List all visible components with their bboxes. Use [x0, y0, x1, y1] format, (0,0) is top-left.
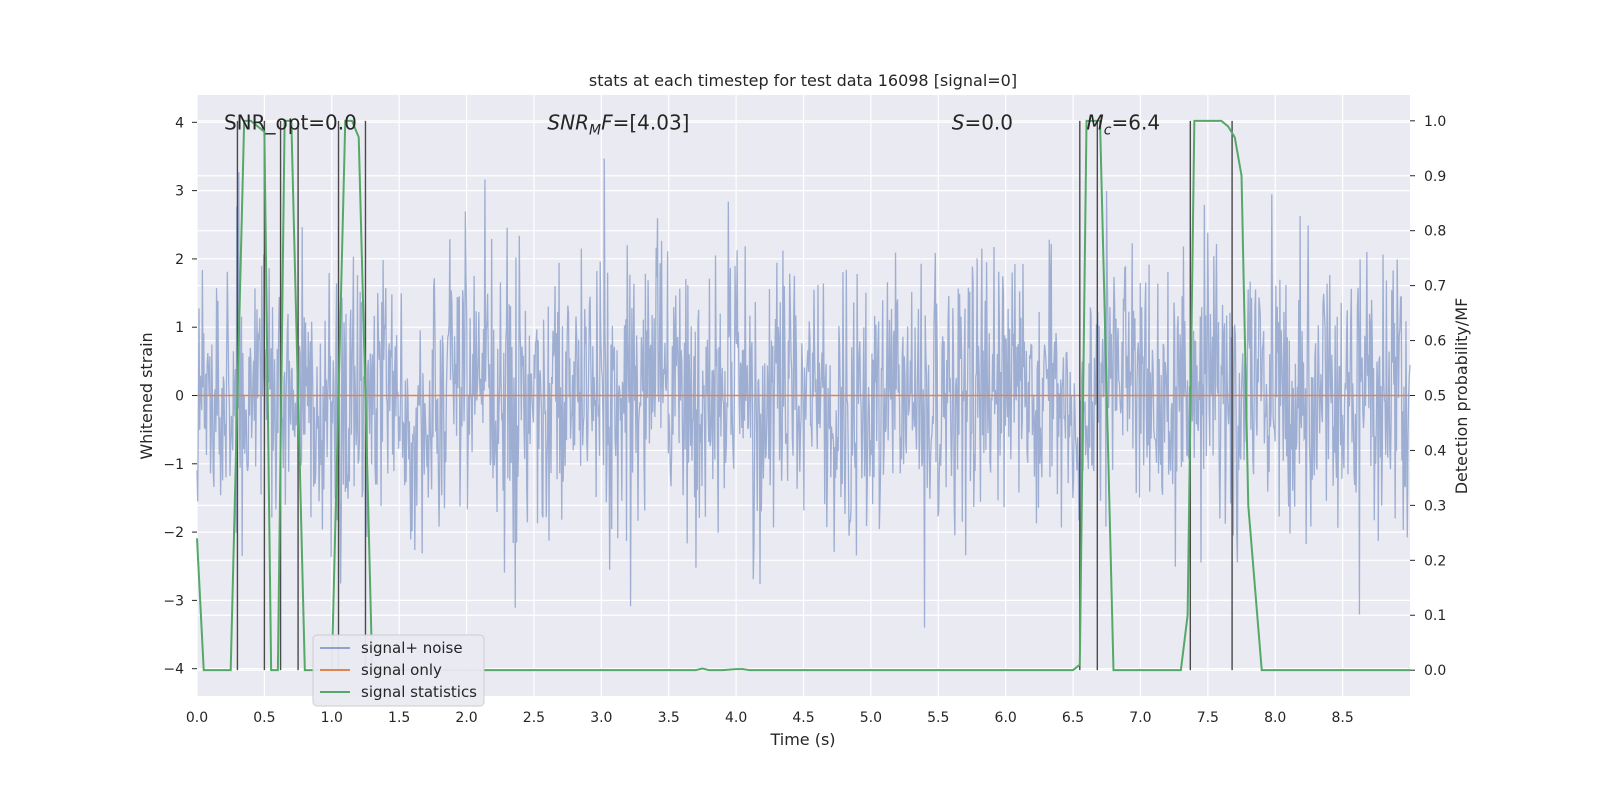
y2-tick-label-9: 0.9	[1424, 169, 1446, 185]
y2-tick-label-7: 0.7	[1424, 279, 1446, 295]
x-tick-label-12: 6.0	[995, 710, 1017, 726]
legend-box	[312, 634, 485, 707]
x-tick-label-9: 4.5	[792, 710, 814, 726]
x-tick-label-16: 8.0	[1264, 710, 1286, 726]
y2-tick-label-4: 0.4	[1424, 443, 1446, 459]
y2-tick-label-2: 0.2	[1424, 553, 1446, 569]
y-tick-label-8: 4	[175, 115, 184, 131]
legend: signal+ noise signal only signal statistic…	[312, 634, 485, 707]
x-tick-label-4: 2.0	[455, 710, 477, 726]
chart-title: stats at each timestep for test data 160…	[589, 71, 1017, 90]
noise-line	[196, 158, 1411, 628]
y-tick-label-2: −2	[163, 525, 184, 541]
x-tick-label-10: 5.0	[860, 710, 882, 726]
x-tick-label-0: 0.0	[186, 710, 208, 726]
y-tick-label-7: 3	[175, 184, 184, 200]
series-signal-plus-noise	[196, 158, 1411, 628]
y2-tick-label-5: 0.5	[1424, 389, 1446, 405]
x-tick-label-7: 3.5	[658, 710, 680, 726]
x-tick-label-5: 2.5	[523, 710, 545, 726]
y-axis-label: Whitened strain	[137, 332, 156, 459]
x-tick-label-6: 3.0	[590, 710, 612, 726]
y2-tick-label-10: 1.0	[1424, 114, 1446, 130]
y-tick-label-4: 0	[175, 389, 184, 405]
y-tick-label-0: −4	[163, 662, 184, 678]
annotation-mc-value: Mc=6.4	[1087, 110, 1161, 138]
x-tick-label-1: 0.5	[253, 710, 275, 726]
legend-label-1: signal only	[361, 661, 442, 679]
x-tick-label-8: 4.0	[725, 710, 747, 726]
x-axis-ticks: 0.0 0.5 1.0 1.5 2.0 2.5 3.0 3.5 4.0 4.5 5.0 5.5 6.0 6…	[186, 710, 1354, 726]
stats-line	[196, 119, 1410, 672]
x-axis-label: Time (s)	[769, 730, 835, 749]
y-tick-label-6: 2	[175, 252, 184, 268]
x-tick-label-11: 5.5	[927, 710, 949, 726]
x-tick-label-15: 7.5	[1197, 710, 1219, 726]
annotation-s-value: S=0.0	[952, 110, 1013, 134]
legend-label-0: signal+ noise	[361, 639, 463, 657]
annotation-snr-opt: SNR_opt=0.0	[224, 110, 357, 134]
y-tick-label-5: 1	[175, 320, 184, 336]
x-tick-label-13: 6.5	[1062, 710, 1084, 726]
y2-tick-label-8: 0.8	[1424, 224, 1446, 240]
series-signal-statistics	[196, 119, 1410, 672]
annotation-snr-mf: SNRMF=[4.03]	[547, 110, 689, 138]
y2-axis-label: Detection probability/MF	[1452, 298, 1471, 495]
y2-tick-label-0: 0.0	[1424, 663, 1446, 679]
annotations: SNR_opt=0.0 SNRMF=[4.03] S=0.0 Mc=6.4	[224, 110, 1160, 138]
y-tick-label-3: −1	[163, 457, 184, 473]
x-tick-label-3: 1.5	[388, 710, 410, 726]
legend-label-2: signal statistics	[361, 683, 477, 701]
x-tick-label-17: 8.5	[1331, 710, 1353, 726]
y2-tick-label-6: 0.6	[1424, 334, 1446, 350]
y-axis-ticks: −4 −3 −2 −1 0 1 2 3 4	[163, 115, 197, 678]
y2-axis-ticks: 0.0 0.1 0.2 0.3 0.4 0.5 0.6 0.7 0.8 0.9 1.0	[1410, 114, 1446, 679]
y-tick-label-1: −3	[163, 593, 184, 609]
x-tick-label-14: 7.0	[1129, 710, 1151, 726]
y2-tick-label-3: 0.3	[1424, 498, 1446, 514]
x-tick-label-2: 1.0	[321, 710, 343, 726]
y2-tick-label-1: 0.1	[1424, 608, 1446, 624]
